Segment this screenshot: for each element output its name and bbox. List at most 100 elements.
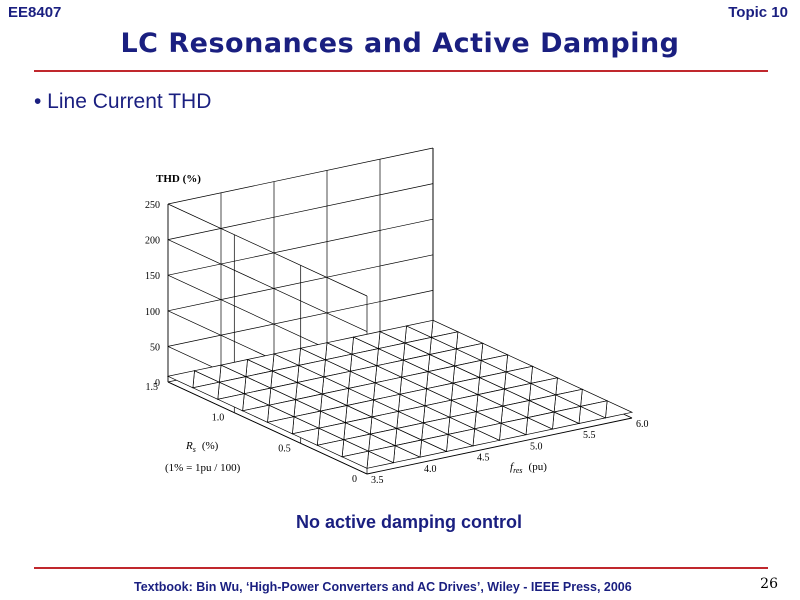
bullet-point: • Line Current THD (34, 90, 212, 113)
plot-surface (166, 319, 634, 469)
x-tick-label: 5.5 (583, 430, 596, 441)
surface-facet (504, 365, 533, 384)
surface-facet (450, 394, 479, 413)
surface-facet (378, 325, 407, 344)
slide-title: LC Resonances and Active Damping (120, 28, 680, 59)
surface-facet (272, 347, 301, 366)
x-tick-label: 4.5 (477, 453, 490, 464)
surface-facet (340, 450, 369, 469)
surface-facet (605, 400, 634, 419)
surface-facet (526, 411, 555, 430)
topic-label: Topic 10 (728, 4, 788, 21)
surface-facet (216, 393, 245, 412)
surface-facet (377, 342, 406, 361)
y-axis-label: Rs (%) (185, 440, 219, 454)
surface-facet (347, 382, 376, 401)
surface-facet (218, 376, 247, 395)
y-axis-note: (1% = 1pu / 100) (165, 462, 241, 474)
plot-ticks: 0 50 100 150 200 250 3.5 4.0 4.5 5.0 5.5 6.0 0 0.5 1.0… (145, 200, 649, 486)
surface-facet (451, 377, 480, 396)
x-tick-label: 6.0 (636, 419, 649, 430)
surface-facet (529, 377, 558, 396)
x-tick-label: 3.5 (371, 475, 384, 486)
y-tick-label: 1.5 (146, 382, 159, 393)
x-tick-label: 5.0 (530, 441, 543, 452)
surface-facet (269, 382, 298, 401)
surface-facet (400, 371, 429, 390)
surface-facet (473, 422, 502, 441)
surface-facet (266, 416, 295, 435)
surface-facet (246, 353, 275, 372)
surface-facet (294, 393, 323, 412)
footer-divider (34, 567, 768, 569)
page-number: 26 (760, 576, 778, 592)
z-tick-label: 150 (145, 271, 160, 282)
surface-facet (241, 404, 270, 423)
surface-facet (528, 394, 557, 413)
side-wall-gridline (167, 203, 368, 297)
y-axis-line (167, 381, 368, 475)
surface-facet (476, 388, 505, 407)
y-tick-label: 0.5 (278, 443, 291, 454)
surface-facet (244, 370, 273, 389)
surface-facet (191, 381, 220, 400)
surface-facet (428, 348, 457, 367)
z-tick-label: 200 (145, 236, 160, 247)
surface-facet (579, 400, 608, 419)
surface-facet (501, 400, 530, 419)
surface-facet (425, 382, 454, 401)
surface-facet (478, 371, 507, 390)
surface-facet (319, 405, 348, 424)
back-wall-gridline (167, 218, 434, 276)
surface-facet (446, 428, 475, 447)
surface-facet (342, 433, 371, 452)
z-axis-label: THD (%) (156, 173, 201, 185)
surface-facet (299, 342, 328, 361)
x-axis-label: fres (pu) (510, 461, 547, 475)
x-tick-label: 4.0 (424, 464, 437, 475)
z-tick-label: 100 (145, 307, 160, 318)
surface-facet (398, 388, 427, 407)
surface-facet (420, 433, 449, 453)
x-axis-line (366, 417, 633, 475)
surface-facet (296, 376, 325, 395)
z-tick-label: 250 (145, 200, 160, 211)
surface-facet (369, 428, 398, 447)
surface-facet (395, 422, 424, 441)
z-tick-label: 50 (150, 342, 160, 353)
surface-facet (422, 416, 451, 435)
surface-facet (403, 336, 432, 356)
surface-facet (219, 359, 248, 378)
surface-facet (393, 439, 422, 458)
textbook-reference: Textbook: Bin Wu, ‘High-Power Converters… (134, 580, 632, 594)
surface-facet (554, 388, 583, 407)
surface-facet (423, 399, 452, 418)
surface-facet (322, 370, 351, 389)
surface-facet (267, 399, 296, 418)
surface-facet (397, 405, 426, 424)
surface-facet (166, 370, 195, 389)
surface-facet (475, 405, 504, 424)
surface-facet (350, 348, 379, 367)
surface-facet (317, 422, 346, 441)
surface-facet (373, 376, 402, 395)
surface-facet (499, 417, 528, 436)
surface-facet (370, 410, 399, 430)
surface-facet (271, 364, 300, 384)
surface-facet (352, 331, 381, 350)
surface-facet (375, 359, 404, 378)
surface-facet (344, 416, 373, 435)
surface-facet (372, 393, 401, 412)
surface-facet (402, 354, 431, 373)
surface-facet (349, 365, 378, 384)
y-tick-label: 1.0 (212, 413, 225, 424)
course-code: EE8407 (8, 4, 62, 21)
surface-facet (316, 439, 345, 458)
surface-facet (405, 319, 434, 338)
surface-facet (243, 387, 272, 406)
back-wall-gridline (167, 147, 434, 205)
back-wall-gridline (167, 183, 434, 240)
title-divider (34, 70, 768, 72)
side-wall-gridline (167, 239, 368, 332)
